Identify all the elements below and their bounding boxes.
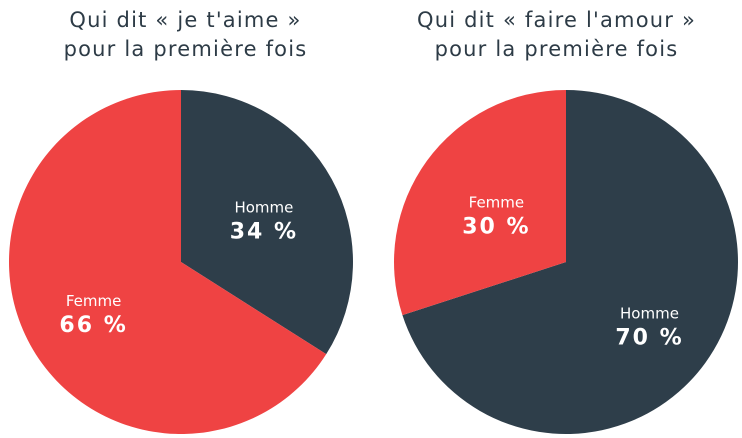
pie-chart-svg: Homme 34 % Femme 66 % (8, 89, 353, 434)
chart-title-line-2: pour la première fois (63, 37, 308, 61)
pie-slice-femme (394, 90, 566, 316)
slice-label-homme: Homme (234, 198, 293, 216)
chart-title-line-2: pour la première fois (434, 37, 679, 61)
chart-title: Qui dit « je t'aime » pour la première f… (0, 6, 371, 64)
slice-label-femme: Femme (66, 292, 122, 310)
slice-label-femme: Femme (469, 194, 525, 212)
pie-chart-svg: Homme 70 % Femme 30 % (394, 90, 739, 434)
slice-value-homme: 70 % (615, 326, 683, 351)
pie-chart-faire-l-amour: Homme 70 % Femme 30 % Qui dit « faire l'amo… (371, 0, 742, 438)
pie-slice-homme (402, 90, 739, 434)
pie-chart-je-t-aime: Homme 34 % Femme 66 % Qui dit « je t'aime »… (0, 6, 371, 434)
chart-title-line-1: Qui dit « je t'aime » (69, 8, 302, 32)
chart-title-line-1: Qui dit « faire l'amour » (416, 8, 697, 32)
slice-label-homme: Homme (620, 305, 679, 323)
slice-value-femme: 30 % (462, 215, 530, 240)
pie-slice-femme (8, 89, 327, 434)
chart-title: Qui dit « faire l'amour » pour la premiè… (371, 6, 742, 64)
slice-value-femme: 66 % (59, 313, 127, 338)
slice-value-homme: 34 % (230, 219, 298, 244)
pie-slice-homme (181, 90, 353, 355)
